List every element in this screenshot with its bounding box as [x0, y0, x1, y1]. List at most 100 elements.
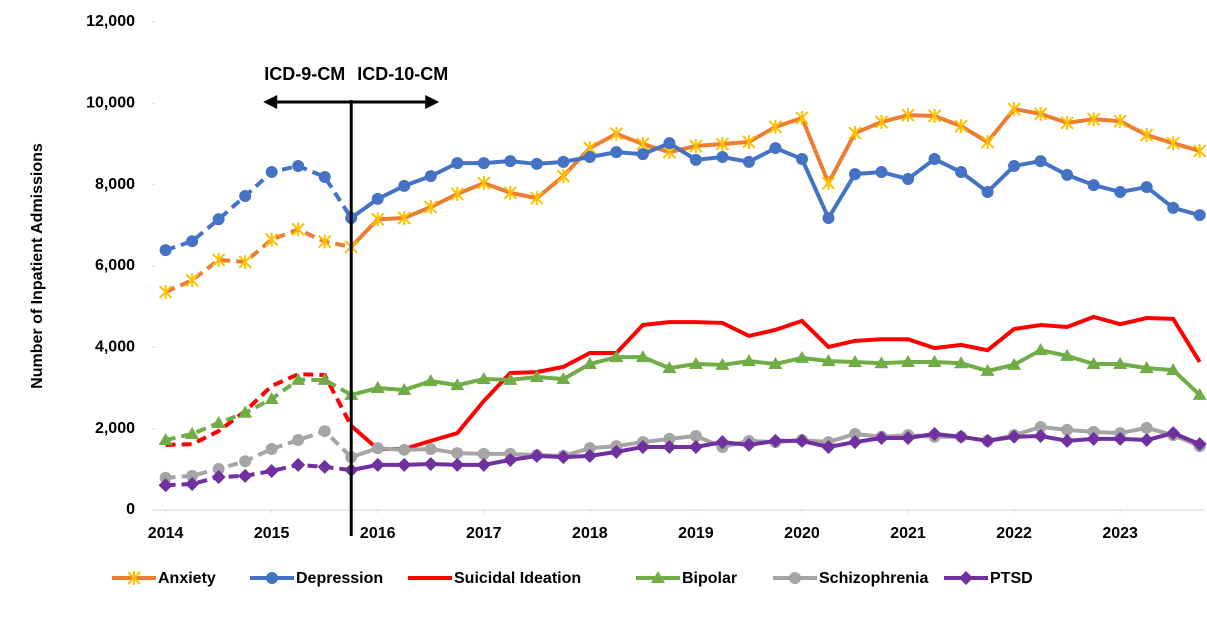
annotation: ICD-9-CM	[264, 64, 345, 84]
marker	[450, 187, 464, 202]
marker	[450, 457, 465, 472]
x-tick-label: 2023	[1102, 525, 1138, 542]
x-tick-label: 2015	[254, 525, 290, 542]
marker	[848, 354, 862, 367]
legend-label: Depression	[296, 570, 383, 587]
marker	[794, 350, 809, 363]
marker	[927, 354, 942, 367]
marker	[318, 425, 331, 438]
marker	[741, 437, 756, 452]
marker	[663, 137, 676, 150]
marker	[158, 478, 173, 493]
series-line	[165, 377, 353, 443]
marker	[185, 426, 200, 439]
x-tick-label: 2021	[890, 525, 926, 542]
marker	[1193, 209, 1206, 222]
marker	[848, 435, 862, 450]
x-tick-label: 2019	[678, 525, 714, 542]
marker	[635, 350, 650, 363]
marker	[211, 470, 226, 485]
marker	[503, 185, 518, 200]
marker	[503, 452, 518, 467]
x-tick-label: 2017	[466, 525, 502, 542]
marker	[688, 439, 703, 454]
y-tick-label: 12,000	[86, 13, 135, 30]
marker	[768, 433, 783, 448]
marker	[716, 151, 729, 164]
marker	[794, 433, 809, 448]
y-axis-title: Number of Inpatient Admissions	[29, 143, 46, 389]
marker	[159, 471, 172, 484]
x-tick-label: 2022	[996, 525, 1032, 542]
marker	[662, 361, 677, 374]
series-line	[349, 314, 1202, 451]
marker	[370, 457, 385, 472]
marker	[768, 357, 783, 370]
marker	[185, 476, 200, 491]
marker	[450, 378, 465, 391]
marker	[238, 468, 253, 483]
y-tick-label: 6,000	[95, 257, 135, 274]
marker	[1061, 168, 1074, 181]
marker	[849, 168, 861, 181]
marker	[424, 170, 437, 183]
marker	[291, 457, 306, 472]
marker	[451, 447, 464, 460]
marker	[476, 457, 491, 472]
marker	[238, 254, 252, 269]
marker	[424, 200, 438, 215]
marker	[186, 235, 199, 248]
marker	[1060, 348, 1075, 361]
marker	[530, 157, 543, 170]
marker	[212, 462, 225, 475]
marker	[959, 571, 973, 585]
marker	[291, 372, 306, 385]
marker	[954, 429, 969, 444]
marker	[689, 153, 702, 166]
x-tick-label: 2020	[784, 525, 820, 542]
marker	[317, 372, 332, 385]
x-tick-label: 2014	[148, 525, 184, 542]
marker	[741, 354, 756, 367]
marker	[397, 383, 412, 396]
marker	[1086, 431, 1101, 446]
legend-label: Suicidal Ideation	[454, 570, 581, 587]
marker	[530, 191, 544, 206]
y-tick-label: 0	[126, 501, 135, 518]
y-tick-label: 8,000	[95, 176, 135, 193]
marker	[901, 354, 916, 367]
marker	[1033, 428, 1048, 443]
marker	[1139, 433, 1154, 448]
arrow-head	[425, 95, 440, 109]
marker	[557, 155, 570, 168]
y-tick-label: 2,000	[95, 420, 135, 437]
marker	[955, 166, 968, 179]
marker	[1192, 437, 1207, 452]
marker	[689, 139, 703, 154]
marker	[1033, 343, 1048, 356]
marker	[954, 119, 968, 134]
marker	[610, 146, 623, 159]
marker	[635, 439, 650, 454]
marker	[901, 431, 916, 446]
marker	[1061, 423, 1074, 436]
legend-label: Schizophrenia	[819, 570, 928, 587]
legend-label: PTSD	[990, 570, 1033, 587]
marker	[822, 212, 835, 225]
marker	[211, 415, 226, 428]
marker	[264, 232, 279, 247]
marker	[609, 444, 624, 459]
marker	[1113, 114, 1127, 129]
marker	[503, 372, 518, 385]
marker	[292, 159, 305, 172]
marker	[821, 176, 836, 191]
marker	[476, 372, 491, 385]
marker	[821, 354, 836, 367]
marker	[371, 212, 385, 227]
marker	[1060, 433, 1075, 448]
marker	[477, 447, 490, 460]
marker	[821, 439, 836, 454]
marker	[1113, 357, 1128, 370]
series-line	[350, 140, 1201, 223]
